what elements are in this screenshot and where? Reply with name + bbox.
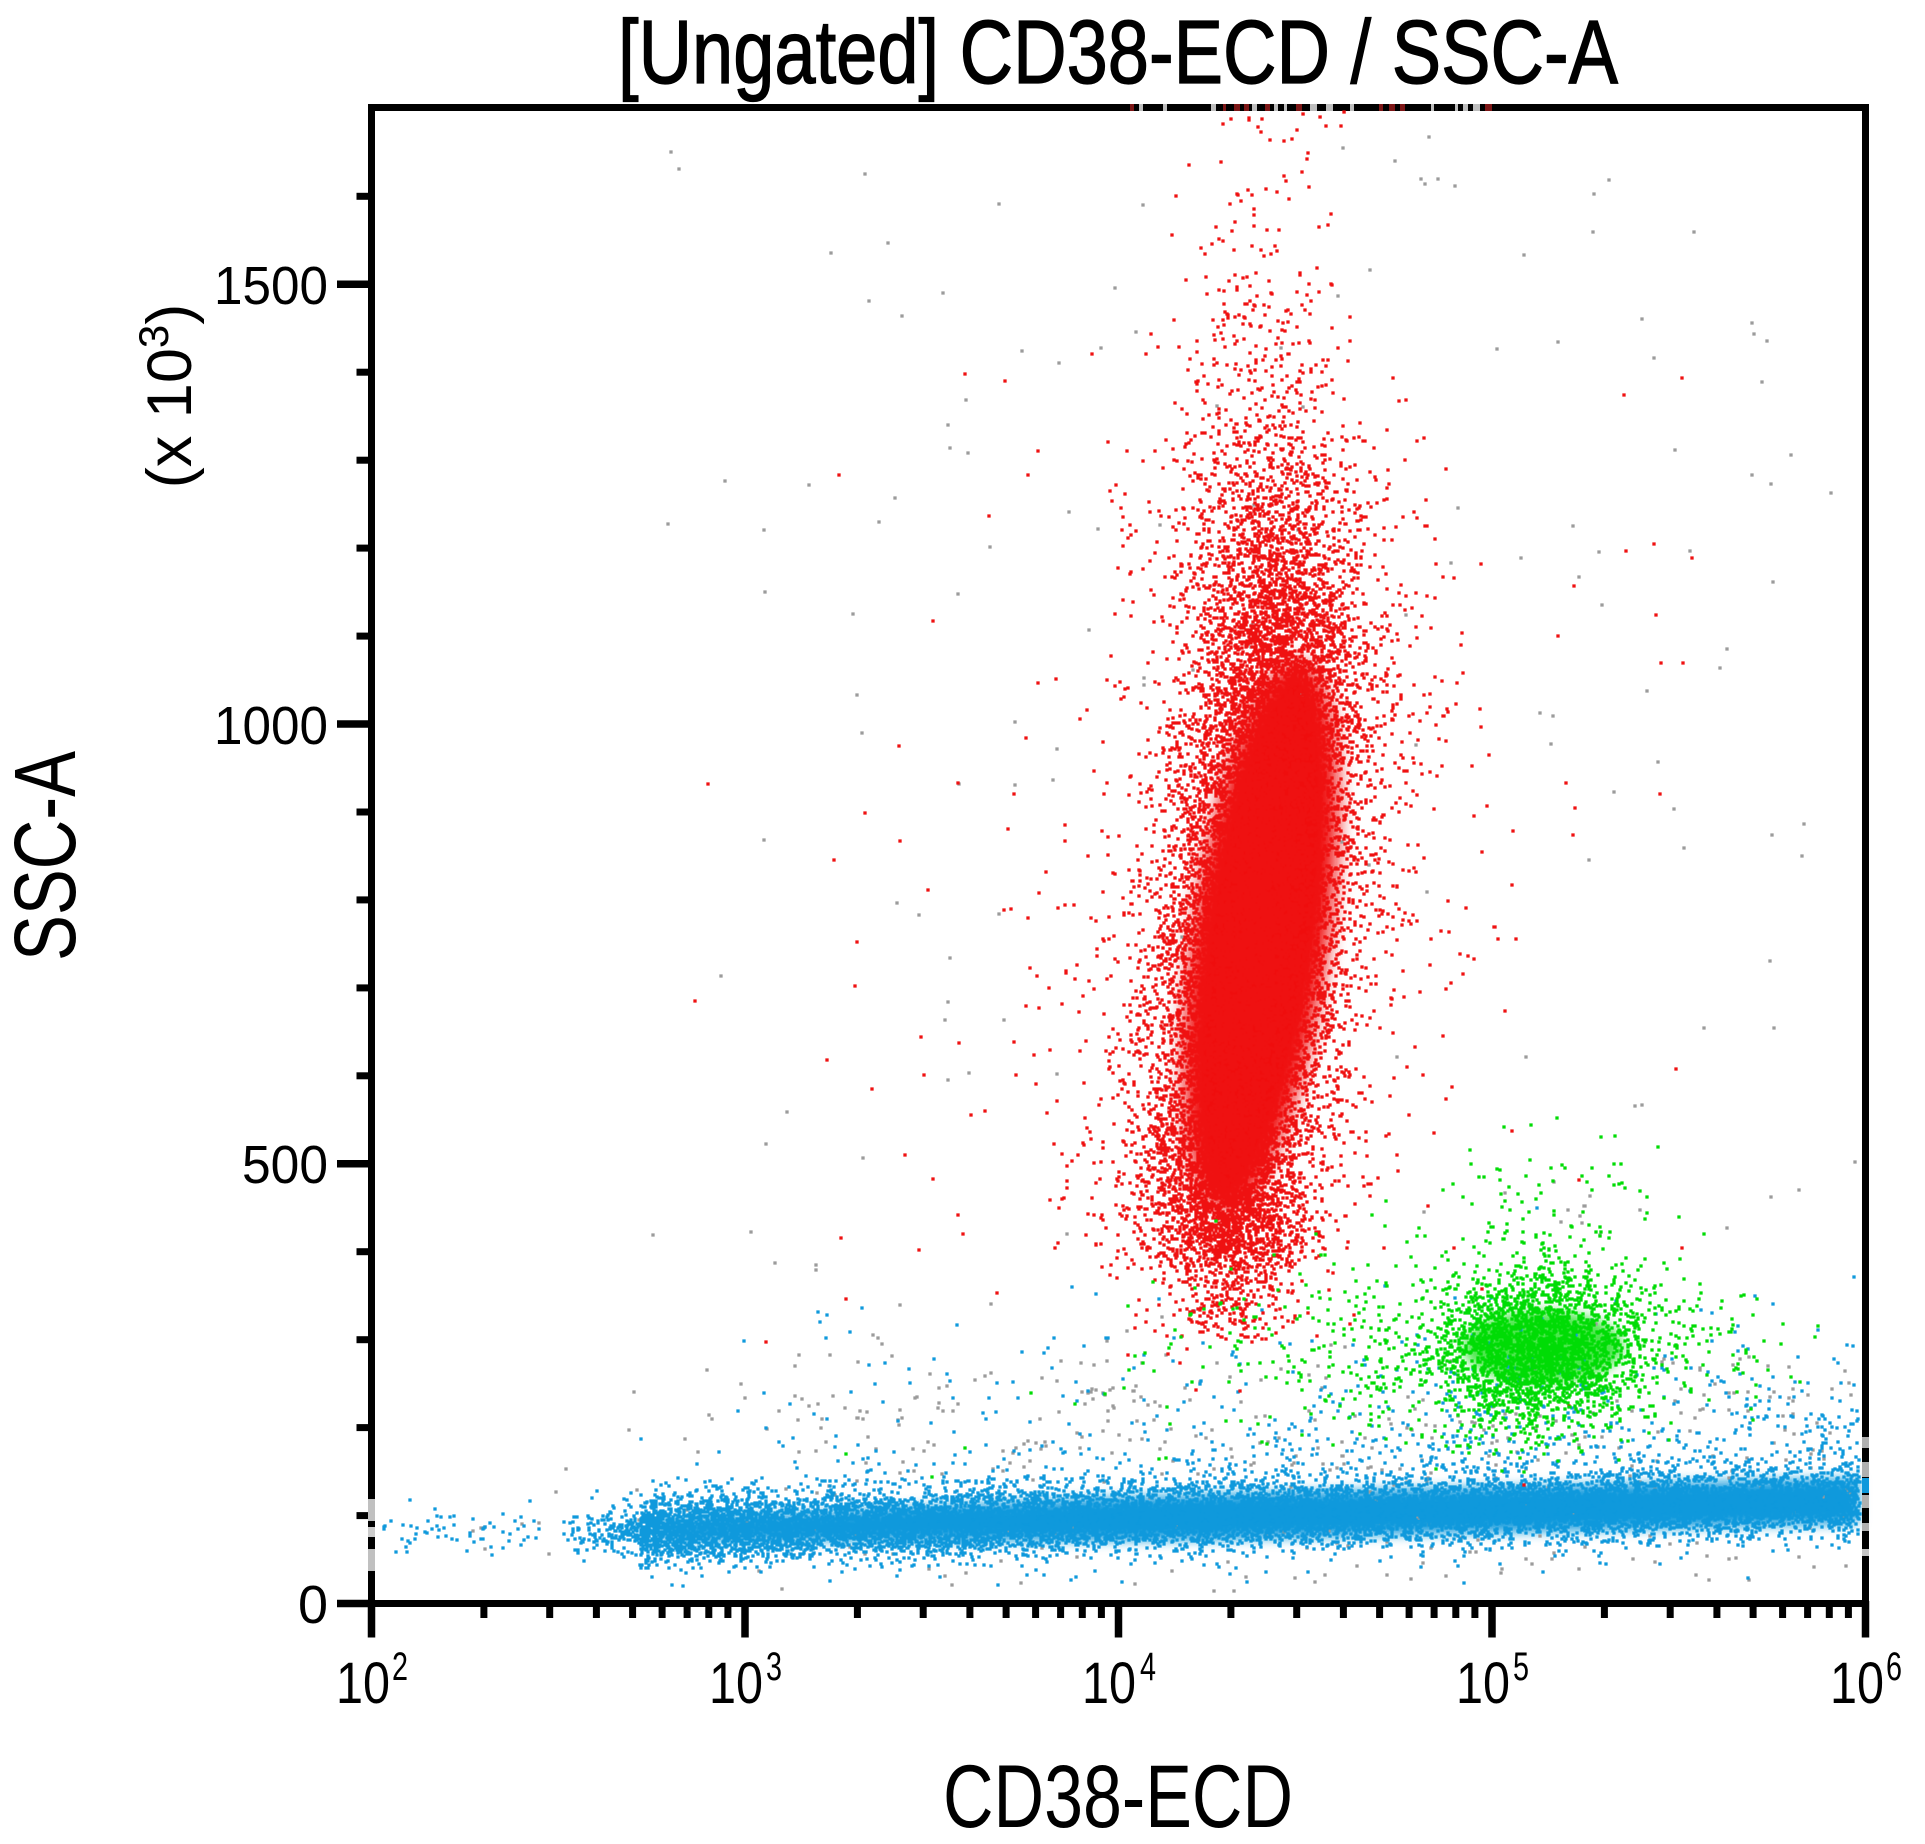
svg-text:10: 10 bbox=[709, 1651, 763, 1716]
svg-text:10: 10 bbox=[1830, 1651, 1884, 1716]
svg-text:0: 0 bbox=[298, 1575, 328, 1635]
svg-text:10: 10 bbox=[1082, 1651, 1136, 1716]
svg-text:6: 6 bbox=[1886, 1645, 1902, 1689]
svg-text:SSC-A: SSC-A bbox=[0, 751, 94, 961]
svg-text:4: 4 bbox=[1140, 1645, 1156, 1689]
svg-text:1000: 1000 bbox=[214, 696, 328, 756]
svg-text:3: 3 bbox=[766, 1645, 782, 1689]
svg-text:5: 5 bbox=[1513, 1645, 1529, 1689]
svg-text:CD38-ECD: CD38-ECD bbox=[943, 1746, 1293, 1844]
svg-text:1500: 1500 bbox=[214, 256, 328, 316]
svg-text:[Ungated] CD38-ECD / SSC-A: [Ungated] CD38-ECD / SSC-A bbox=[618, 3, 1618, 103]
svg-text:500: 500 bbox=[242, 1135, 328, 1195]
svg-text:2: 2 bbox=[392, 1645, 408, 1689]
svg-text:10: 10 bbox=[336, 1651, 390, 1716]
svg-text:10: 10 bbox=[1456, 1651, 1510, 1716]
